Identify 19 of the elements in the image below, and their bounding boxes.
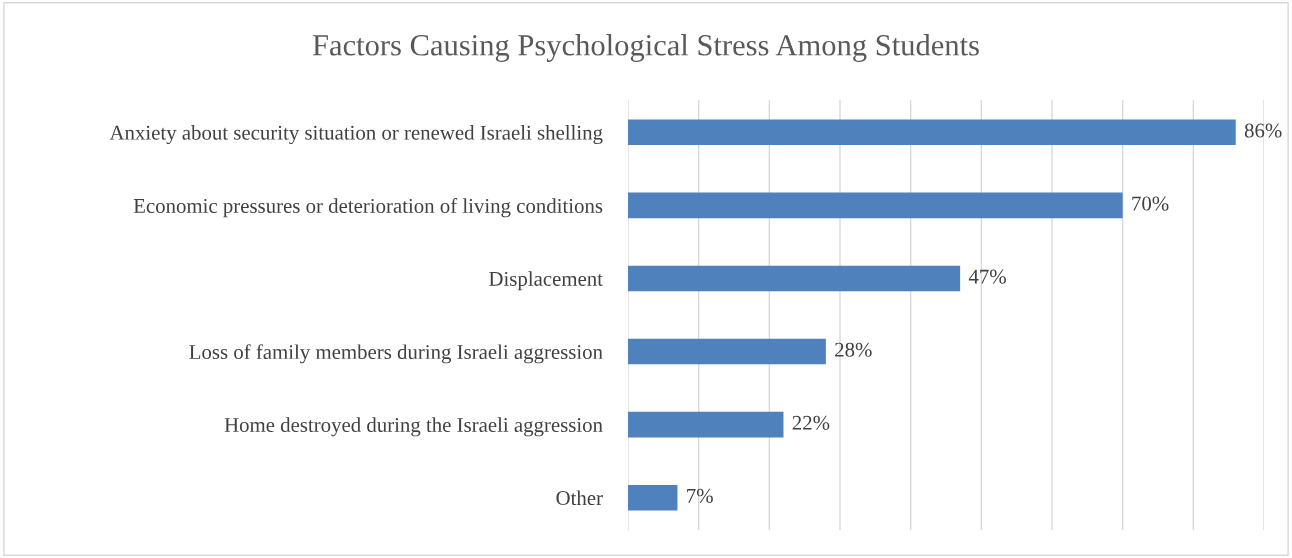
chart-title: Factors Causing Psychological Stress Among Students bbox=[312, 34, 979, 62]
bar bbox=[628, 265, 961, 292]
y-tick-label: Home destroyed during the Israeli aggression bbox=[224, 417, 603, 437]
data-label: 70% bbox=[1132, 196, 1169, 211]
bar bbox=[628, 338, 826, 365]
y-tick-label: Loss of family members during Israeli aggression bbox=[189, 344, 603, 364]
y-tick-label: Displacement bbox=[489, 271, 603, 291]
data-label: 47% bbox=[968, 269, 1006, 284]
bar bbox=[628, 192, 1123, 219]
y-tick-label: Economic pressures or deterioration of living conditions bbox=[133, 198, 603, 218]
data-label: 28% bbox=[835, 342, 872, 357]
data-label: 22% bbox=[792, 415, 830, 430]
y-tick-label: Anxiety about security situation or renewed Israeli shelling bbox=[109, 125, 603, 145]
bar bbox=[628, 484, 678, 511]
data-label: 7% bbox=[687, 488, 713, 503]
bar bbox=[628, 411, 784, 438]
y-tick-label: Other bbox=[556, 490, 603, 506]
bar bbox=[628, 119, 1236, 146]
data-label: 86% bbox=[1244, 123, 1282, 138]
